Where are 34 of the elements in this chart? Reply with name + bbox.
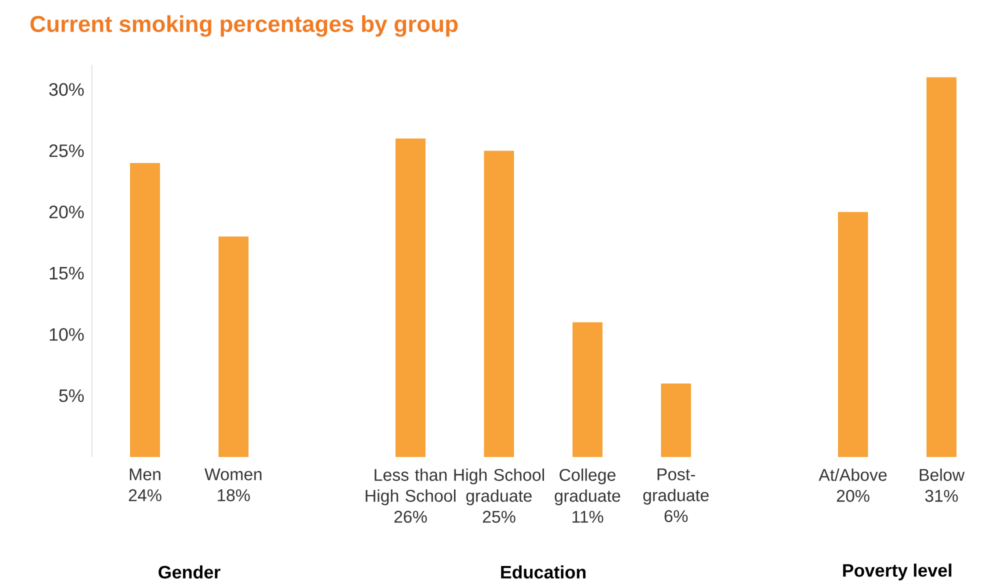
bar bbox=[661, 383, 692, 457]
x-tick-label: Women bbox=[204, 468, 262, 480]
data-label: 20% bbox=[836, 490, 870, 502]
data-label: 6% bbox=[664, 510, 688, 522]
bar bbox=[926, 77, 957, 457]
y-tick-label: 10% bbox=[50, 328, 84, 341]
x-tick-label: Men bbox=[130, 468, 160, 480]
x-tick-label: High School graduate bbox=[454, 468, 544, 506]
data-label: 11% bbox=[572, 510, 604, 523]
bar bbox=[218, 236, 249, 457]
data-label: 31% bbox=[925, 490, 958, 502]
y-tick-label: 5% bbox=[59, 389, 84, 402]
bar bbox=[484, 150, 514, 457]
bar bbox=[130, 162, 160, 457]
bar bbox=[396, 138, 426, 457]
data-label: 18% bbox=[218, 489, 250, 502]
y-tick-label: 30% bbox=[49, 83, 84, 96]
x-tick-label: Post-graduate bbox=[643, 468, 709, 505]
x-tick-label: Less than High School bbox=[366, 468, 456, 506]
y-tick-label: 20% bbox=[49, 206, 84, 218]
text: Gender bbox=[158, 565, 220, 579]
data-label: 25% bbox=[482, 510, 516, 523]
y-tick-label: 25% bbox=[49, 144, 84, 158]
bar bbox=[572, 322, 603, 457]
y-tick-label: 15% bbox=[50, 266, 84, 280]
x-tick-label: Below bbox=[920, 468, 965, 481]
x-tick-label: At/Above bbox=[818, 468, 887, 481]
text: Poverty level bbox=[843, 564, 952, 580]
bar bbox=[838, 212, 868, 457]
text: Education bbox=[501, 565, 586, 579]
x-tick-label: College graduate bbox=[554, 468, 620, 506]
data-label: 26% bbox=[394, 510, 427, 523]
chart-title: Current smoking percentages by group bbox=[30, 15, 458, 37]
data-label: 24% bbox=[128, 489, 162, 502]
